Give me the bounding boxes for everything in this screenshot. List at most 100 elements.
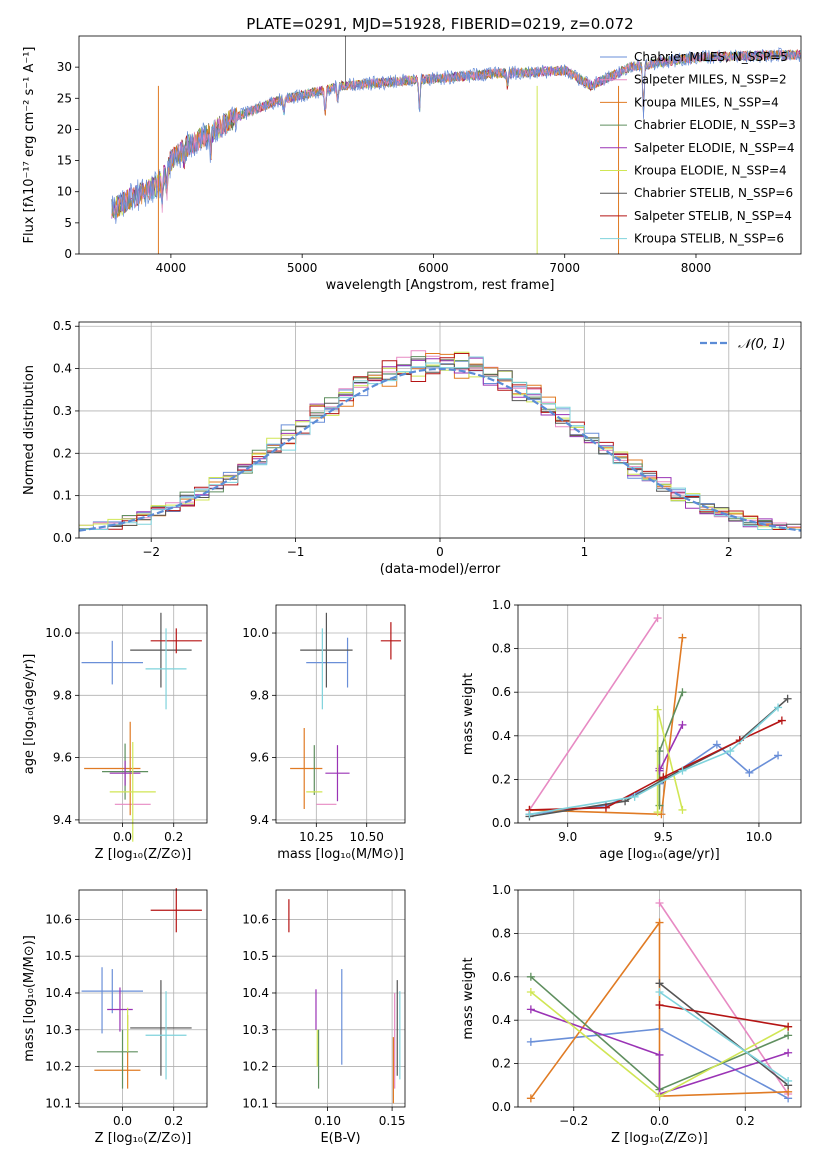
data-point-marker — [784, 1022, 793, 1031]
weight-vs-z-panel: −0.2 0.0 0.2 0.0 0.2 0.4 0.6 0.8 1.0 Z [log₁₀(Z/Z… — [461, 883, 802, 1146]
data-point-marker — [783, 694, 792, 703]
histogram-series — [79, 356, 801, 530]
legend-label: Salpeter MILES, N_SSP=2 — [634, 73, 787, 87]
y-tick-label: 10.6 — [242, 912, 269, 926]
x-tick-label: 8000 — [681, 261, 712, 275]
x-tick-label: 0.0 — [113, 830, 132, 844]
y-tick-label: 9.4 — [53, 813, 72, 827]
x-axis-label: Z [log₁₀(Z/Z⊙)] — [611, 1131, 708, 1146]
x-axis-label: E(B-V) — [320, 1131, 360, 1146]
y-tick-label: 10.4 — [45, 986, 72, 1000]
data-point-marker — [659, 773, 668, 782]
legend-label: Salpeter STELIB, N_SSP=4 — [634, 209, 792, 223]
y-tick-label: 20 — [57, 122, 72, 136]
data-point-marker — [784, 1048, 793, 1057]
x-tick-label: 0.2 — [164, 830, 183, 844]
data-point-marker — [678, 720, 687, 729]
x-tick-label: 10.50 — [350, 830, 384, 844]
y-tick-label: 9.6 — [250, 751, 269, 765]
y-tick-label: 1.0 — [492, 883, 511, 897]
y-tick-label: 0.2 — [492, 772, 511, 786]
y-tick-label: 0 — [64, 247, 72, 261]
y-tick-label: 0.0 — [492, 1100, 511, 1114]
axes-frame — [517, 889, 802, 1108]
x-axis-label: (data-model)/error — [380, 562, 501, 577]
data-point-marker — [726, 747, 735, 756]
data-point-marker — [526, 987, 535, 996]
data-point-marker — [655, 899, 664, 908]
data-point-marker — [526, 1094, 535, 1103]
y-tick-label: 0.5 — [53, 319, 72, 333]
x-axis-label: age [log₁₀(age/yr)] — [599, 847, 720, 862]
y-tick-label: 0.4 — [492, 729, 511, 743]
y-axis-label: Flux [fλ10⁻¹⁷ erg cm⁻² s⁻¹ A⁻¹] — [22, 47, 37, 244]
y-tick-label: 0.6 — [492, 970, 511, 984]
y-tick-label: 10.4 — [242, 986, 269, 1000]
x-tick-label: 2 — [725, 545, 733, 559]
y-axis-label: mass weight — [461, 957, 476, 1039]
y-tick-label: 9.4 — [250, 813, 269, 827]
x-axis-label: mass [log₁₀(M/M⊙)] — [277, 847, 404, 862]
data-point-marker — [525, 810, 534, 819]
x-tick-label: 0.15 — [379, 1114, 406, 1128]
legend-label: Kroupa ELODIE, N_SSP=4 — [634, 164, 787, 178]
data-point-marker — [678, 805, 687, 814]
data-point-marker — [653, 614, 662, 623]
axes-frame — [78, 321, 802, 539]
x-tick-label: 9.0 — [558, 830, 577, 844]
data-point-marker — [653, 705, 662, 714]
series-line — [530, 1008, 789, 1096]
x-tick-label: 6000 — [418, 261, 449, 275]
x-tick-label: −2 — [142, 545, 160, 559]
mass-vs-ebv-panel: 0.10 0.15 10.1 10.2 10.3 10.4 10.5 10.6 E(B-V) — [242, 889, 406, 1146]
series-line — [658, 902, 789, 1095]
x-tick-label: 1 — [581, 545, 589, 559]
y-tick-label: 30 — [57, 60, 72, 74]
y-axis-label: age [log₁₀(age/yr)] — [22, 654, 37, 775]
data-point-marker — [526, 972, 535, 981]
y-tick-label: 0.0 — [53, 531, 72, 545]
y-tick-label: 10.1 — [242, 1096, 269, 1110]
x-tick-label: 5000 — [287, 261, 318, 275]
series-line — [659, 991, 789, 1082]
y-axis-label: mass [log₁₀(M/M⊙)] — [22, 935, 37, 1062]
axes-frame — [517, 604, 802, 824]
data-point-marker — [655, 1001, 664, 1010]
data-point-marker — [526, 1005, 535, 1014]
data-point-marker — [678, 633, 687, 642]
y-tick-label: 0.0 — [492, 816, 511, 830]
x-tick-label: −0.2 — [559, 1114, 588, 1128]
data-point-marker — [777, 716, 786, 725]
y-tick-label: 10.6 — [45, 912, 72, 926]
y-tick-label: 10.3 — [242, 1023, 269, 1037]
data-point-marker — [784, 1031, 793, 1040]
data-point-marker — [774, 703, 783, 712]
y-tick-label: 5 — [64, 216, 72, 230]
series-line — [659, 982, 789, 1086]
y-tick-label: 9.6 — [53, 751, 72, 765]
y-tick-label: 10.0 — [45, 626, 72, 640]
y-tick-label: 9.8 — [53, 688, 72, 702]
weight-vs-age-panel: 9.0 9.5 10.0 0.0 0.2 0.4 0.6 0.8 1.0 age [log₁₀(a… — [461, 598, 802, 862]
x-tick-label: 0.0 — [113, 1114, 132, 1128]
x-tick-label: −1 — [287, 545, 305, 559]
y-tick-label: 10.5 — [242, 949, 269, 963]
legend-label: Chabrier STELIB, N_SSP=6 — [634, 186, 793, 200]
residuals-panel: −2 −1 0 1 2 0.0 0.1 0.2 0.3 0.4 0.5 (data-model)/er… — [22, 319, 802, 577]
y-tick-label: 10.0 — [242, 626, 269, 640]
y-tick-label: 0.2 — [53, 446, 72, 460]
data-point-marker — [630, 792, 639, 801]
data-point-marker — [678, 688, 687, 697]
y-tick-label: 9.8 — [250, 688, 269, 702]
y-tick-label: 25 — [57, 91, 72, 105]
y-tick-label: 15 — [57, 154, 72, 168]
legend-label: Salpeter ELODIE, N_SSP=4 — [634, 141, 795, 155]
data-point-marker — [655, 918, 664, 927]
y-axis-label: mass weight — [461, 673, 476, 755]
age-vs-mass-panel: 10.25 10.50 9.4 9.6 9.8 10.0 mass [log₁₀(M/M⊙)… — [242, 604, 406, 862]
x-axis-label: Z [log₁₀(Z/Z⊙)] — [95, 1131, 192, 1146]
x-tick-label: 0.2 — [736, 1114, 755, 1128]
data-point-marker — [655, 1092, 664, 1101]
x-axis-label: wavelength [Angstrom, rest frame] — [326, 278, 555, 293]
